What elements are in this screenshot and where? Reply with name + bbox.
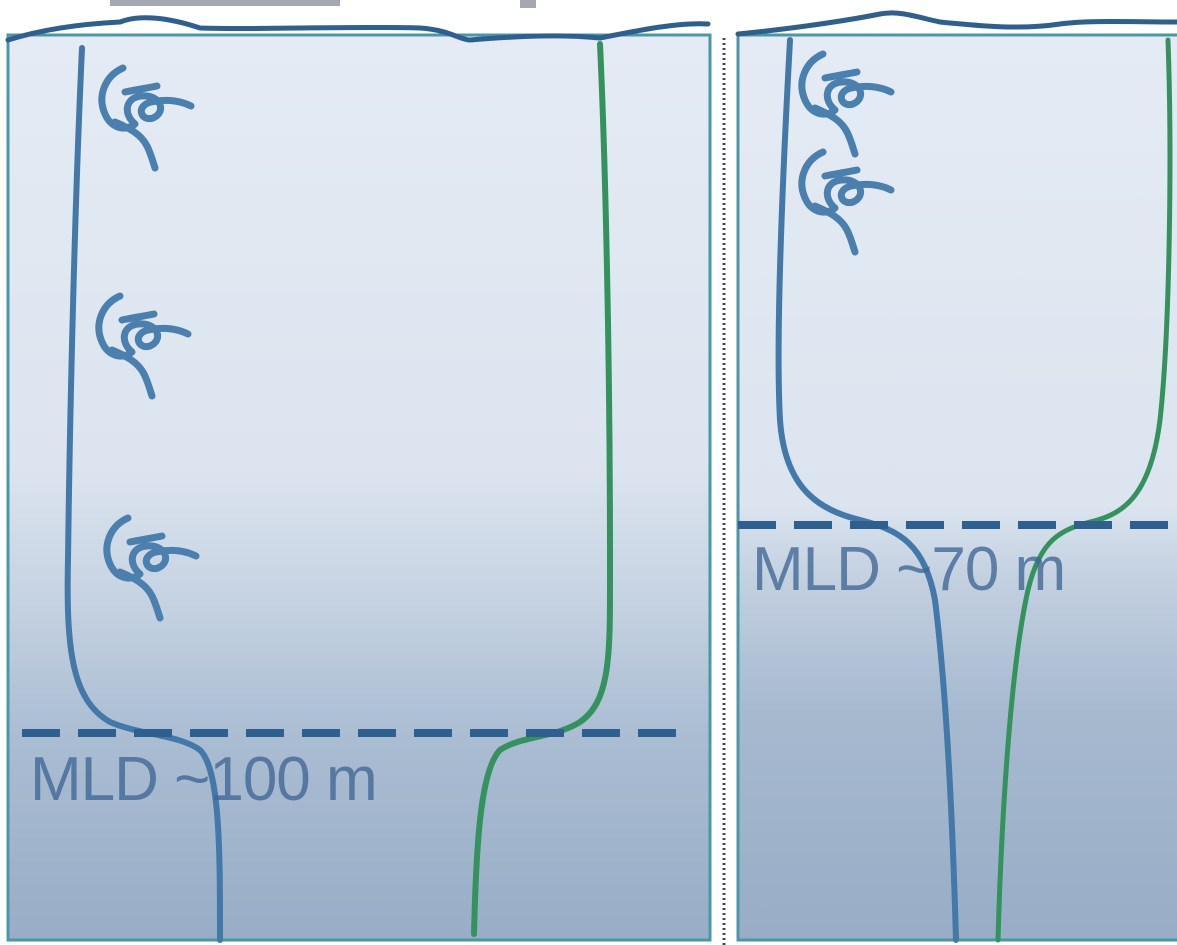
clipped-title-fragment — [110, 0, 536, 8]
left-panel-water — [6, 33, 712, 942]
left-density-profile — [471, 41, 614, 937]
left-panel: MLD ~100 m — [5, 15, 712, 943]
left-sea-surface — [5, 15, 711, 43]
right-panel-water — [736, 33, 1177, 942]
right-panel: MLD ~70 m — [735, 10, 1177, 943]
left-temperature-profile — [64, 45, 223, 943]
right-mld-label: MLD ~70 m — [752, 535, 1065, 604]
left-mld-label: MLD ~100 m — [30, 745, 377, 814]
right-temperature-profile — [775, 37, 959, 943]
right-sea-surface — [735, 10, 1177, 37]
